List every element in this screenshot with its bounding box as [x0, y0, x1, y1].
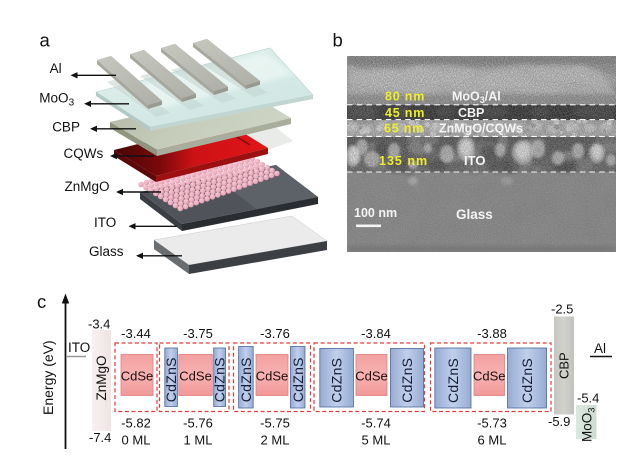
svg-text:CdSe: CdSe — [256, 369, 289, 384]
svg-text:-5.76: -5.76 — [183, 415, 213, 430]
svg-text:a: a — [40, 30, 51, 51]
svg-text:CdSe: CdSe — [355, 369, 388, 384]
svg-text:-5.73: -5.73 — [477, 415, 507, 430]
svg-text:135 nm: 135 nm — [379, 154, 428, 168]
svg-text:-5.9: -5.9 — [548, 414, 570, 429]
svg-text:6 ML: 6 ML — [478, 433, 507, 448]
svg-text:2 ML: 2 ML — [261, 433, 290, 448]
svg-text:ZnMgO/CQWs: ZnMgO/CQWs — [439, 122, 523, 136]
svg-text:-5.4: -5.4 — [577, 391, 599, 406]
svg-text:CdSe: CdSe — [179, 369, 212, 384]
svg-text:-3.88: -3.88 — [477, 326, 507, 341]
svg-text:45 nm: 45 nm — [385, 106, 425, 120]
svg-text:ZnMgO: ZnMgO — [94, 355, 109, 400]
svg-text:MoO3: MoO3 — [39, 90, 74, 108]
svg-text:5 ML: 5 ML — [362, 433, 391, 448]
svg-text:-3.44: -3.44 — [121, 326, 151, 341]
svg-text:-3.76: -3.76 — [260, 326, 290, 341]
svg-text:-5.82: -5.82 — [121, 415, 151, 430]
svg-text:-3.4: -3.4 — [88, 317, 110, 332]
svg-text:CdZnS: CdZnS — [519, 358, 535, 403]
svg-text:-5.74: -5.74 — [361, 415, 391, 430]
svg-text:ZnMgO: ZnMgO — [65, 179, 110, 194]
svg-text:-3.84: -3.84 — [361, 326, 391, 341]
svg-text:b: b — [333, 29, 343, 50]
svg-text:-3.75: -3.75 — [183, 326, 213, 341]
svg-text:Al: Al — [50, 61, 62, 76]
svg-text:CdZnS: CdZnS — [238, 357, 254, 402]
svg-text:-2.5: -2.5 — [551, 302, 573, 317]
svg-text:1 ML: 1 ML — [184, 433, 213, 448]
svg-text:0 ML: 0 ML — [122, 433, 151, 448]
svg-text:CdSe: CdSe — [121, 369, 154, 384]
svg-text:CdZnS: CdZnS — [399, 358, 415, 403]
svg-text:CdZnS: CdZnS — [329, 358, 345, 403]
svg-text:CdZnS: CdZnS — [445, 358, 461, 403]
svg-text:CdZnS: CdZnS — [290, 357, 306, 402]
svg-text:CdSe: CdSe — [473, 369, 506, 384]
svg-text:CdZnS: CdZnS — [212, 357, 228, 402]
svg-text:80 nm: 80 nm — [385, 90, 425, 104]
svg-text:CQWs: CQWs — [64, 146, 104, 161]
svg-text:65 nm: 65 nm — [384, 122, 424, 136]
svg-text:-5.75: -5.75 — [260, 415, 290, 430]
svg-text:CdZnS: CdZnS — [163, 357, 179, 402]
svg-text:CBP: CBP — [52, 120, 80, 135]
svg-text:100 nm: 100 nm — [354, 206, 397, 220]
svg-text:MoO3/Al: MoO3/Al — [452, 90, 501, 106]
svg-text:c: c — [37, 291, 46, 312]
svg-text:Glass: Glass — [456, 207, 493, 222]
svg-text:CBP: CBP — [557, 352, 572, 379]
svg-text:MoO3: MoO3 — [580, 407, 598, 442]
svg-text:ITO: ITO — [68, 340, 90, 355]
svg-text:Energy (eV): Energy (eV) — [40, 340, 56, 415]
svg-text:CBP: CBP — [458, 106, 484, 120]
svg-text:ITO: ITO — [464, 153, 485, 168]
svg-text:ITO: ITO — [94, 215, 116, 230]
svg-text:Al: Al — [594, 341, 606, 356]
svg-text:-7.4: -7.4 — [89, 430, 111, 445]
svg-text:Glass: Glass — [89, 244, 124, 259]
